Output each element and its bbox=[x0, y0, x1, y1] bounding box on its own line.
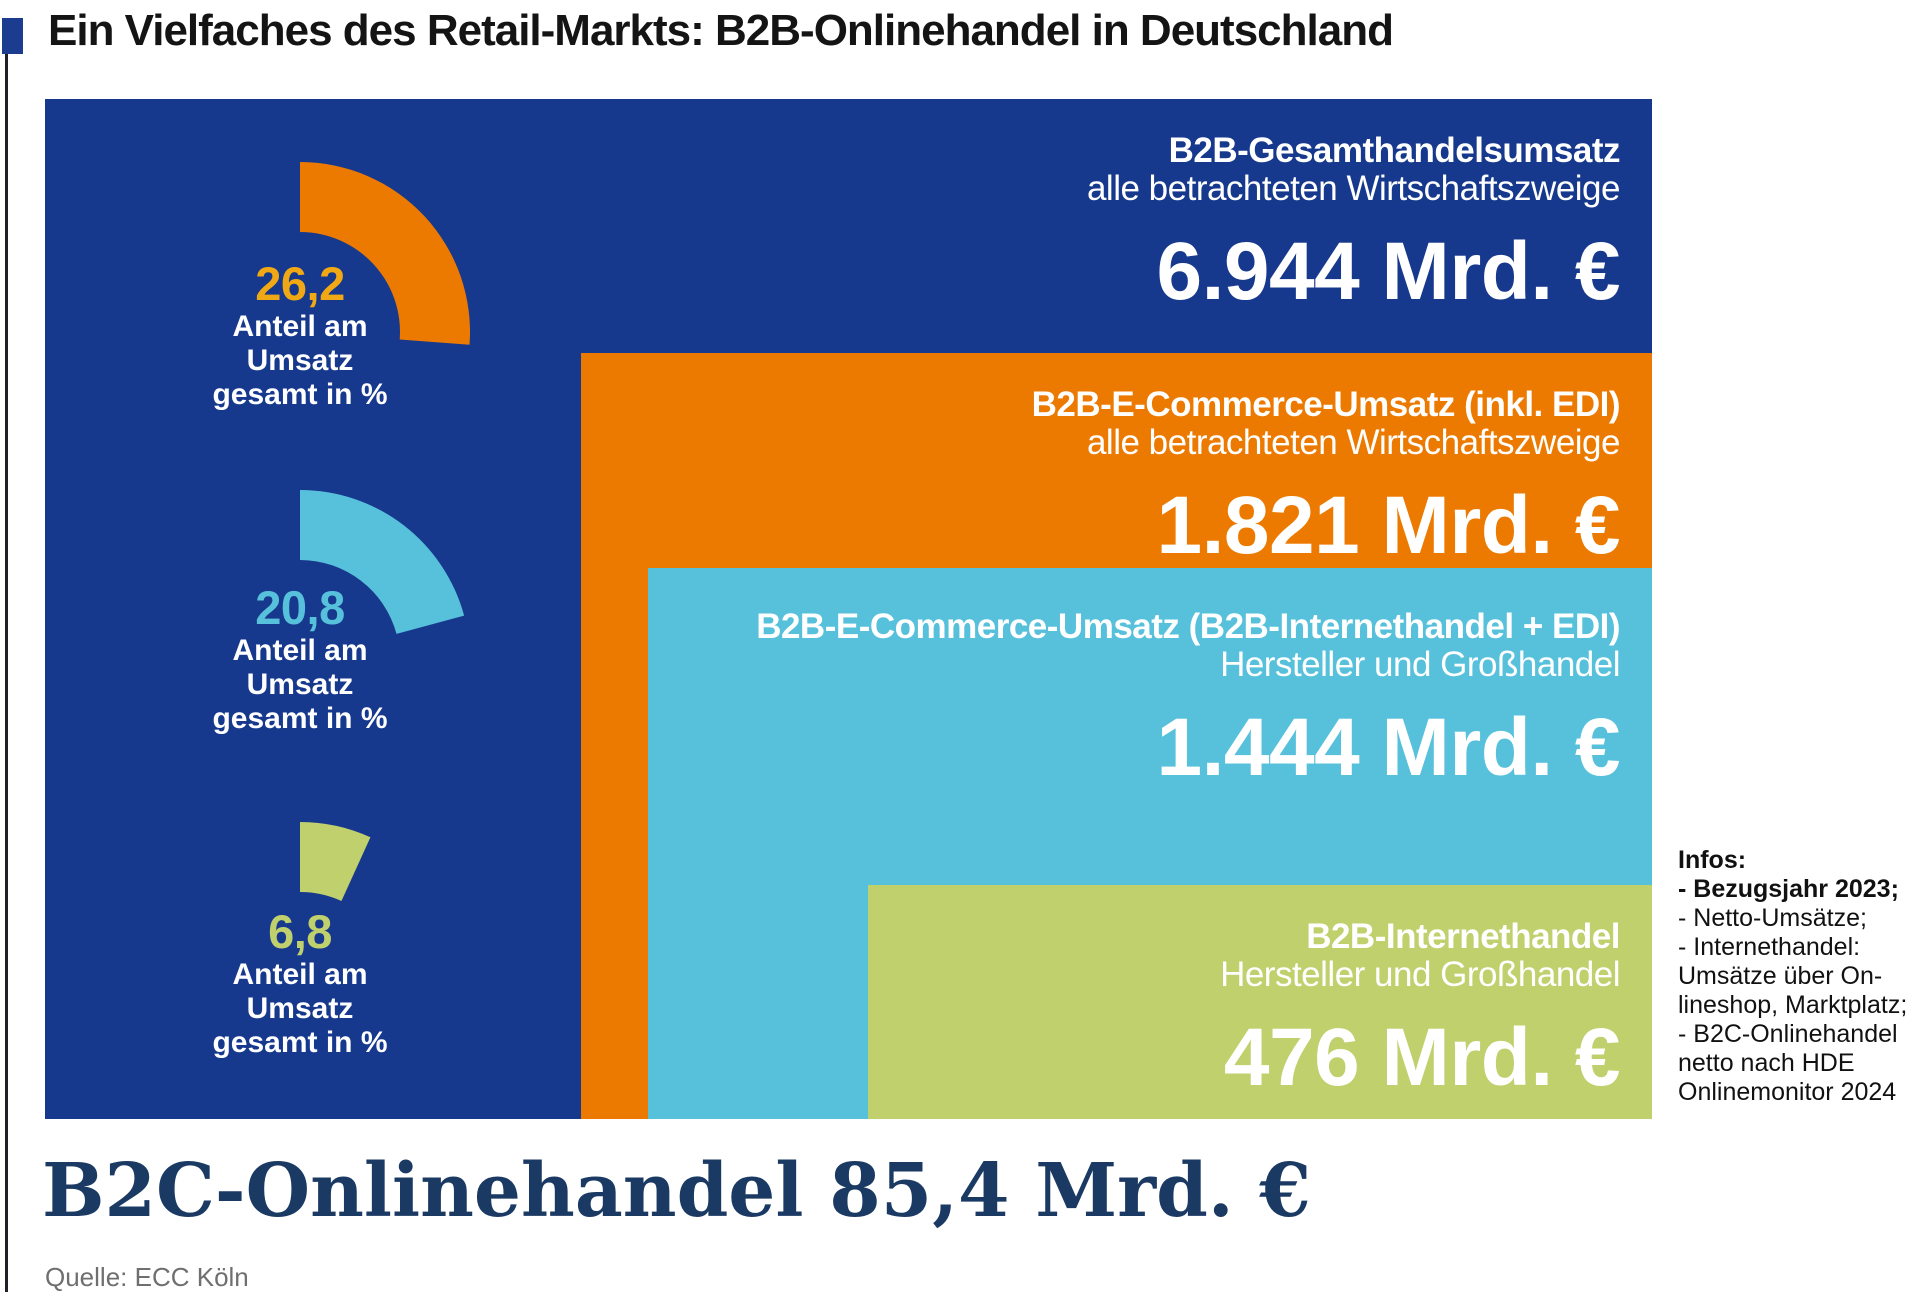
share-caption-line: gesamt in % bbox=[212, 1026, 388, 1059]
box-heading: B2B-Gesamthandelsumsatz bbox=[1168, 131, 1621, 170]
box-heading: B2B-E-Commerce-Umsatz (B2B-Internethande… bbox=[756, 607, 1620, 646]
label-block-b2b-internethandel: B2B-Internethandel Hersteller und Großha… bbox=[1220, 918, 1620, 1100]
box-value: 1.444 Mrd. € bbox=[1156, 702, 1621, 793]
share-value: 26,2 bbox=[255, 257, 345, 310]
source-credit: Quelle: ECC Köln bbox=[45, 1262, 249, 1292]
infos-line: - B2C-Onlinehandel bbox=[1678, 1020, 1898, 1048]
share-caption-line: Anteil am bbox=[232, 634, 368, 667]
page-title: Ein Vielfaches des Retail-Markts: B2B-On… bbox=[48, 6, 1394, 55]
left-rule-line bbox=[5, 18, 8, 1292]
share-value: 6,8 bbox=[268, 905, 332, 958]
donut-segment-icon bbox=[300, 822, 371, 901]
share-label-group-3: 6,8 Anteil am Umsatz gesamt in % bbox=[150, 906, 450, 1060]
donut-segment-icon bbox=[300, 490, 465, 634]
share-caption-line: Anteil am bbox=[232, 958, 368, 991]
infos-line: Onlinemonitor 2024 bbox=[1678, 1078, 1897, 1106]
label-block-b2b-total: B2B-Gesamthandelsumsatz alle betrachtete… bbox=[1086, 131, 1621, 317]
share-caption-line: Umsatz bbox=[246, 668, 354, 701]
box-subheading: Hersteller und Großhandel bbox=[1220, 645, 1620, 684]
infos-line: Umsätze über On- bbox=[1678, 962, 1883, 990]
share-caption-line: gesamt in % bbox=[212, 378, 388, 411]
share-label-group-1: 26,2 Anteil am Umsatz gesamt in % bbox=[150, 258, 450, 412]
box-value: 1.821 Mrd. € bbox=[1156, 480, 1621, 571]
box-heading: B2B-Internethandel bbox=[1306, 917, 1620, 956]
share-label-group-2: 20,8 Anteil am Umsatz gesamt in % bbox=[150, 582, 450, 736]
box-subheading: Hersteller und Großhandel bbox=[1220, 955, 1620, 994]
box-value: 476 Mrd. € bbox=[1223, 1012, 1621, 1103]
label-block-b2b-ecommerce-all: B2B-E-Commerce-Umsatz (inkl. EDI) alle b… bbox=[1031, 385, 1621, 571]
infos-line: - Bezugsjahr 2023; bbox=[1678, 875, 1899, 903]
donut-arc-20-8 bbox=[300, 490, 465, 634]
donut-segment-icon bbox=[300, 162, 470, 345]
share-caption-line: gesamt in % bbox=[212, 702, 388, 735]
share-caption-line: Umsatz bbox=[246, 344, 354, 377]
share-value: 20,8 bbox=[255, 581, 345, 634]
box-subheading: alle betrachteten Wirtschaftszweige bbox=[1086, 423, 1621, 462]
donut-arc-6-8 bbox=[300, 822, 371, 901]
infos-line: lineshop, Marktplatz; bbox=[1678, 991, 1908, 1019]
infos-block: Infos: - Bezugsjahr 2023; - Netto-Umsätz… bbox=[1678, 846, 1916, 1107]
share-caption-line: Anteil am bbox=[232, 310, 368, 343]
b2c-headline: B2C-Onlinehandel 85,4 Mrd. € bbox=[42, 1148, 1311, 1234]
box-heading: B2B-E-Commerce-Umsatz (inkl. EDI) bbox=[1031, 385, 1621, 424]
label-block-b2b-ecommerce-hg: B2B-E-Commerce-Umsatz (B2B-Internethande… bbox=[756, 608, 1620, 790]
title-bullet-square bbox=[2, 18, 23, 54]
rect-b2b-internethandel bbox=[868, 885, 1652, 1119]
box-subheading: alle betrachteten Wirtschaftszweige bbox=[1086, 169, 1621, 208]
share-caption-line: Umsatz bbox=[246, 992, 354, 1025]
infos-heading: Infos: bbox=[1678, 846, 1747, 874]
donut-arc-26-2 bbox=[300, 162, 470, 345]
box-value: 6.944 Mrd. € bbox=[1156, 226, 1621, 317]
infos-line: - Internethandel: bbox=[1678, 933, 1861, 961]
infos-line: - Netto-Umsätze; bbox=[1678, 904, 1867, 932]
infos-line: netto nach HDE bbox=[1678, 1049, 1855, 1077]
